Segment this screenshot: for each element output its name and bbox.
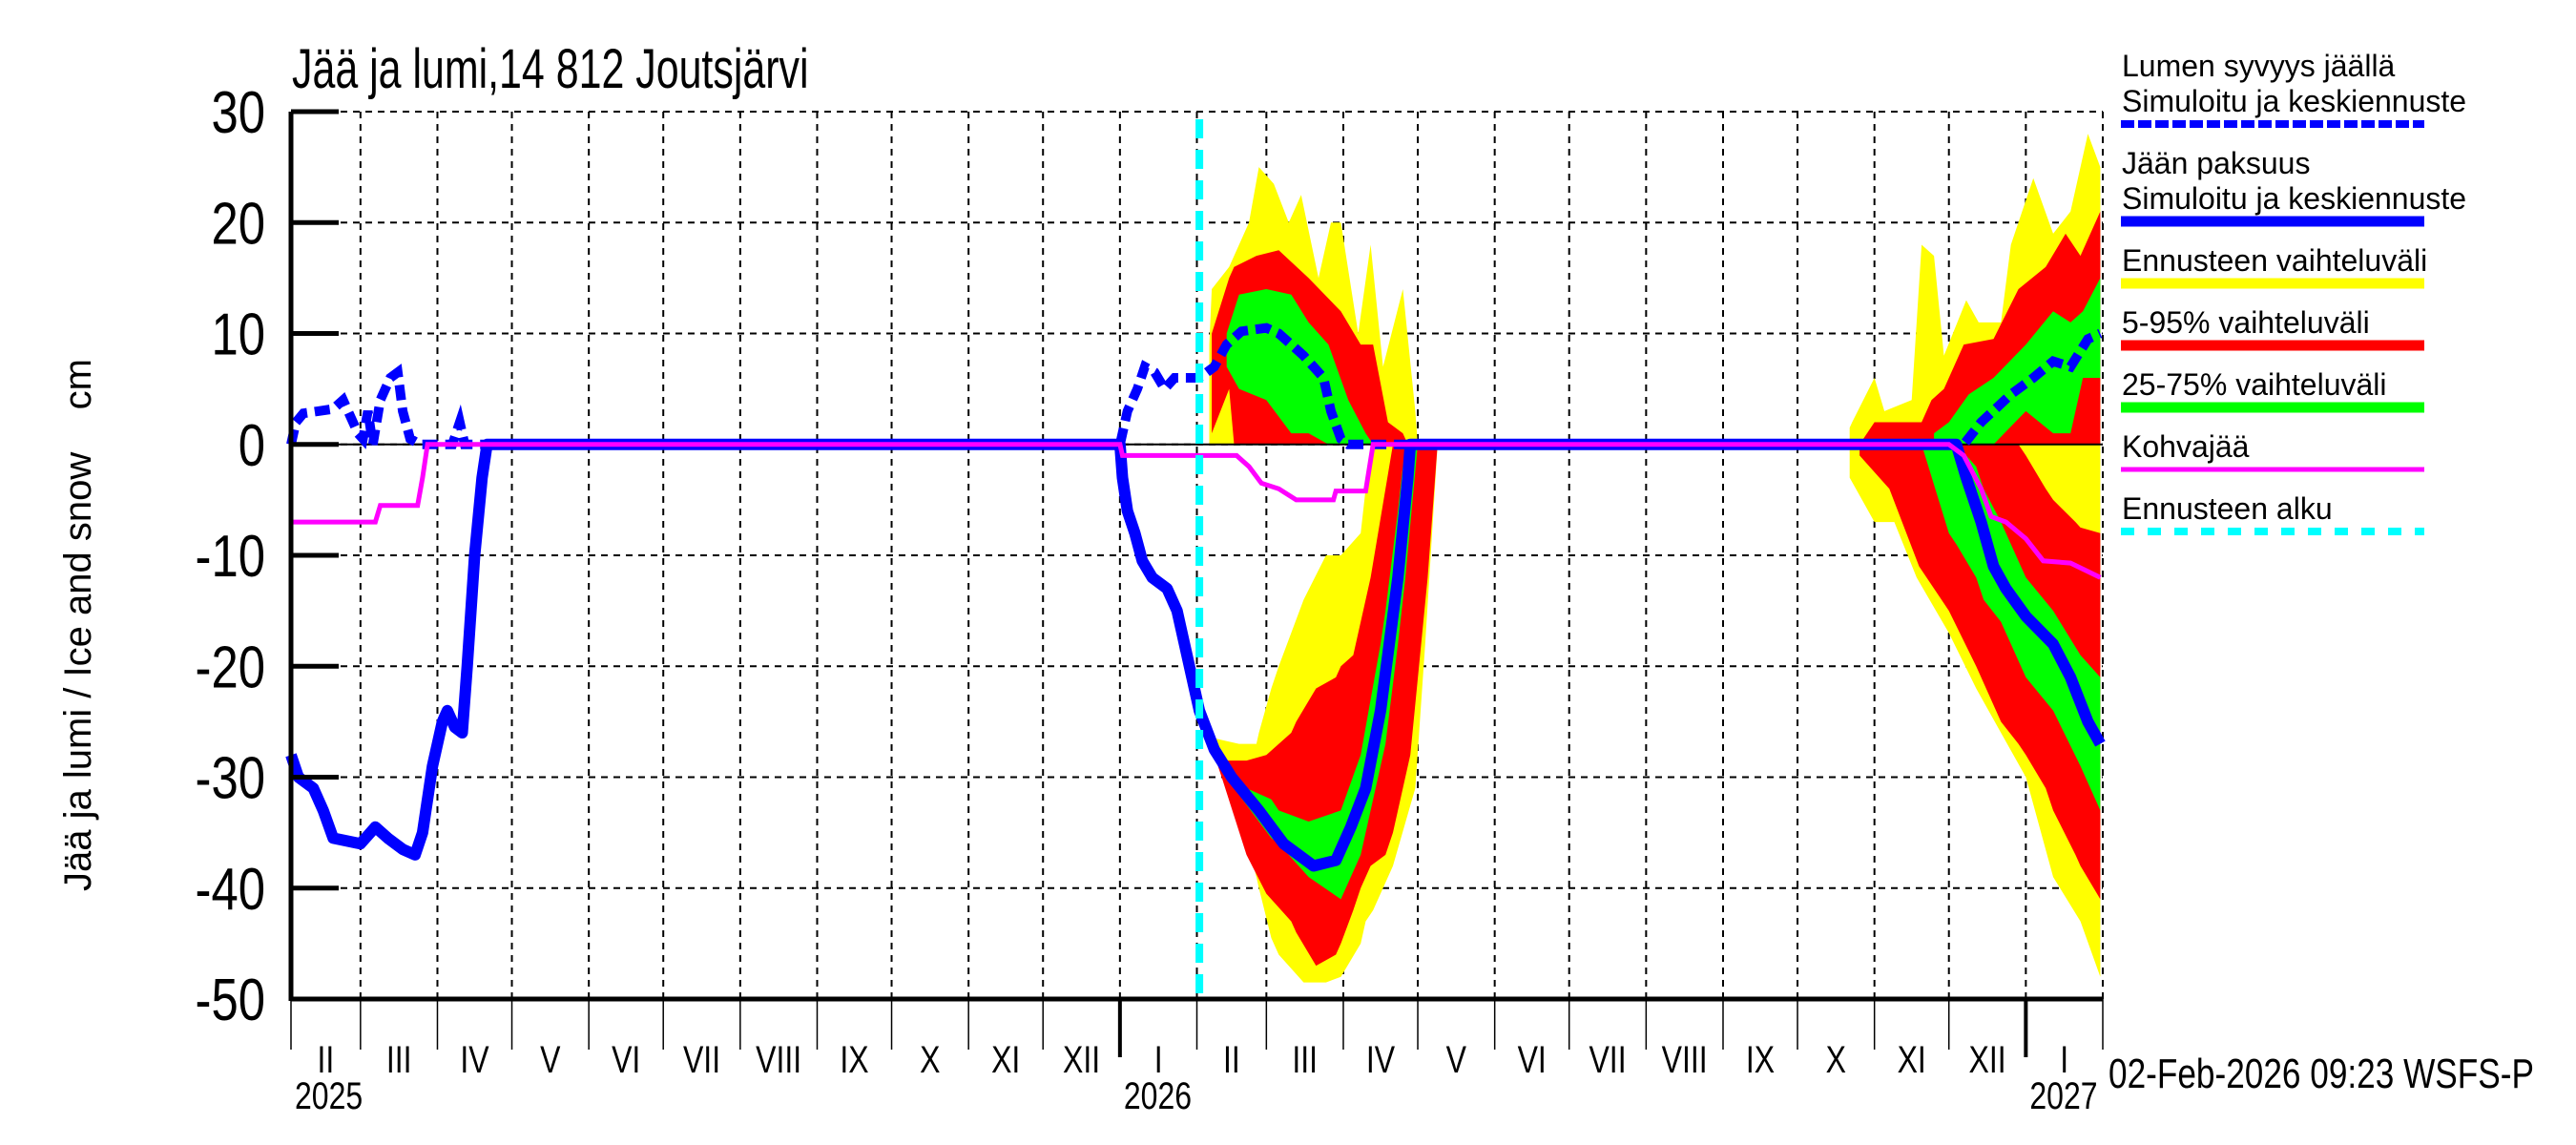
- year-label: 2027: [2029, 1074, 2097, 1117]
- legend-label: Ennusteen alku: [2122, 491, 2333, 526]
- legend-label: Kohvajää: [2122, 429, 2250, 464]
- month-label: X: [920, 1038, 940, 1081]
- month-label: VI: [1518, 1038, 1547, 1081]
- y-tick-label: 30: [211, 80, 265, 146]
- month-label: XI: [1898, 1038, 1926, 1081]
- month-label: XII: [1063, 1038, 1100, 1081]
- y-tick-label: 0: [239, 413, 265, 479]
- month-label: VI: [612, 1038, 640, 1081]
- y-tick-label: -10: [196, 524, 265, 590]
- legend-label: Simuloitu ja keskiennuste: [2122, 84, 2466, 118]
- kohvajaa-line: [291, 442, 2102, 580]
- legend-label: Lumen syvyys jäällä: [2122, 49, 2396, 83]
- y-tick-label: -50: [196, 968, 265, 1033]
- month-label: V: [1446, 1038, 1466, 1081]
- month-label: XII: [1968, 1038, 2005, 1081]
- month-label: III: [386, 1038, 412, 1081]
- band-p25-75: [1934, 278, 2101, 445]
- legend-label: Jään paksuus: [2122, 146, 2310, 180]
- month-label: VII: [683, 1038, 720, 1081]
- month-label: XI: [991, 1038, 1020, 1081]
- legend-label: Ennusteen vaihteluväli: [2122, 243, 2427, 278]
- month-label: VII: [1589, 1038, 1626, 1081]
- month-label: II: [1223, 1038, 1240, 1081]
- y-tick-label: -20: [196, 635, 265, 701]
- legend-label: 25-75% vaihteluväli: [2122, 367, 2387, 402]
- month-label: II: [318, 1038, 335, 1081]
- y-tick-label: -30: [196, 746, 265, 812]
- legend-label: 5-95% vaihteluväli: [2122, 305, 2370, 340]
- y-axis-label: Jää ja lumi / Ice and snow cm: [57, 359, 99, 891]
- month-label: V: [540, 1038, 560, 1081]
- year-label: 2025: [295, 1074, 363, 1117]
- month-label: IX: [840, 1038, 868, 1081]
- month-label: I: [2060, 1038, 2068, 1081]
- month-label: IV: [1366, 1038, 1395, 1081]
- series-lines: [285, 119, 2106, 999]
- y-tick-label: -40: [196, 857, 265, 923]
- month-label: IV: [460, 1038, 488, 1081]
- chart-title: Jää ja lumi,14 812 Joutsjärvi: [292, 38, 809, 100]
- month-label: VIII: [1662, 1038, 1708, 1081]
- y-tick-label: 10: [211, 302, 265, 368]
- band-p25-75: [1922, 444, 2101, 811]
- month-label: I: [1154, 1038, 1163, 1081]
- month-label: X: [1826, 1038, 1846, 1081]
- month-label: IX: [1746, 1038, 1775, 1081]
- legend-label: Simuloitu ja keskiennuste: [2122, 181, 2466, 216]
- month-label: III: [1292, 1038, 1318, 1081]
- month-label: VIII: [756, 1038, 801, 1081]
- year-label: 2026: [1124, 1074, 1192, 1117]
- timestamp-label: 02-Feb-2026 09:23 WSFS-P: [2109, 1051, 2534, 1097]
- band-p5-95: [1199, 444, 1438, 967]
- y-tick-label: 20: [211, 192, 265, 258]
- ice-thickness-line: [285, 438, 2106, 872]
